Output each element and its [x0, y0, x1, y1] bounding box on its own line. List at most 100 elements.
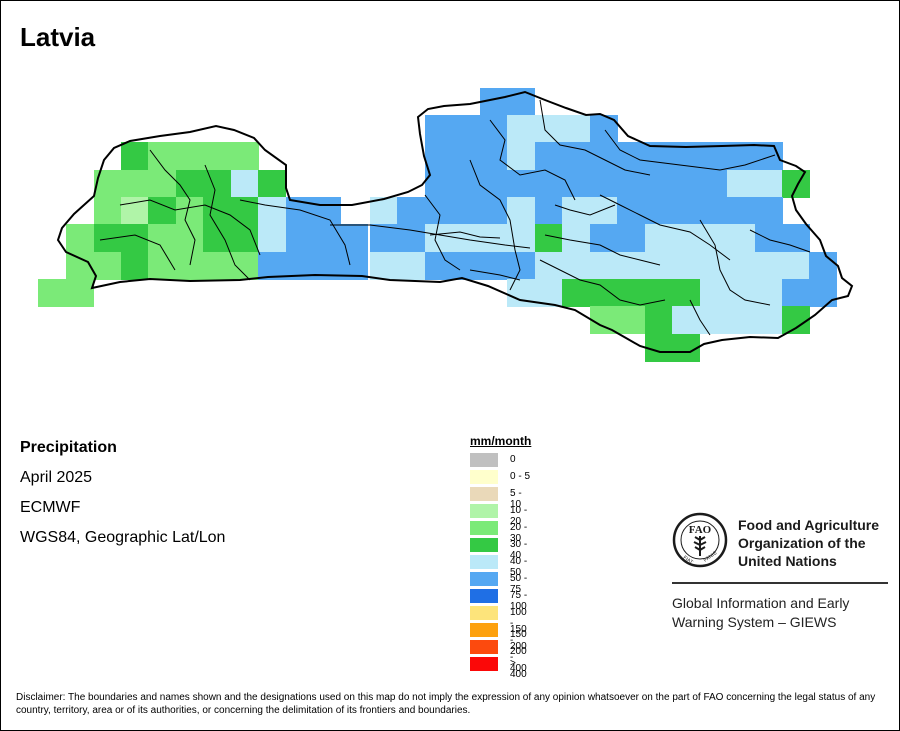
precipitation-cell [507, 170, 535, 198]
legend-swatch [470, 589, 498, 603]
map-title: Latvia [20, 22, 96, 52]
precipitation-cell [480, 197, 508, 225]
precipitation-cell [562, 224, 590, 252]
precipitation-cell [727, 279, 755, 307]
precipitation-cell [535, 142, 563, 170]
precipitation-cell [231, 142, 259, 170]
internal-boundary [149, 149, 196, 266]
precipitation-cell [535, 252, 563, 280]
precipitation-cell [590, 170, 618, 198]
giews-label: Global Information and Early Warning Sys… [672, 595, 850, 630]
precipitation-cell [231, 197, 259, 225]
precipitation-cell [231, 252, 259, 280]
legend-label: 0 [510, 454, 516, 465]
legend-items: 0 0 - 5 5 - 10 10 - 20 20 - 30 30 - 40 40 - 50… [470, 452, 531, 680]
internal-boundary [539, 99, 651, 176]
legend-item: 20 - 30 [470, 520, 531, 544]
internal-boundary [699, 219, 771, 306]
precipitation-cell [203, 252, 231, 280]
precipitation-cell [535, 170, 563, 198]
precipitation-cell [66, 224, 94, 252]
precipitation-cell [590, 142, 618, 170]
precipitation-cell [782, 224, 810, 252]
precipitation-cell [617, 306, 645, 334]
precipitation-cell [258, 170, 286, 198]
precipitation-cell [121, 170, 149, 198]
legend-label: 5 - 10 [510, 488, 522, 510]
legend-swatch [470, 470, 498, 484]
precipitation-cell [507, 142, 535, 170]
precipitation-cell [370, 252, 398, 280]
legend-label: 100 - 150 [510, 607, 527, 640]
precipitation-cell [370, 224, 398, 252]
internal-boundary [554, 204, 616, 216]
precipitation-cell [782, 306, 810, 334]
precipitation-cell [727, 224, 755, 252]
precipitation-cell [507, 197, 535, 225]
precipitation-cell [231, 170, 259, 198]
precipitation-cell [645, 279, 673, 307]
svg-text:FIAT: FIAT [682, 555, 694, 566]
legend-label: 10 - 20 [510, 505, 528, 527]
precipitation-cell [203, 224, 231, 252]
legend-swatch [470, 504, 498, 518]
precipitation-cell [672, 279, 700, 307]
precipitation-cell [121, 197, 149, 225]
precipitation-cell [809, 252, 837, 280]
precipitation-cell [562, 252, 590, 280]
precipitation-cell [121, 252, 149, 280]
organization-name: Food and Agriculture Organization of the… [738, 517, 880, 569]
precipitation-cell [176, 224, 204, 252]
legend-swatch [470, 538, 498, 552]
precipitation-cell [562, 170, 590, 198]
precipitation-cell [258, 252, 286, 280]
precipitation-cell [672, 224, 700, 252]
precipitation-cell [700, 170, 728, 198]
precipitation-cell [425, 252, 453, 280]
precipitation-cell [755, 279, 783, 307]
internal-boundary [99, 234, 176, 271]
internal-boundary [469, 159, 521, 291]
internal-boundary [204, 164, 251, 281]
precipitation-cell [148, 170, 176, 198]
precipitation-cell [755, 252, 783, 280]
precipitation-cell [452, 142, 480, 170]
precipitation-cell [507, 279, 535, 307]
precipitation-cell [94, 224, 122, 252]
precipitation-cell [645, 170, 673, 198]
legend-title: mm/month [470, 434, 532, 448]
internal-boundary [429, 231, 501, 239]
precipitation-cell [176, 170, 204, 198]
precipitation-cell [727, 197, 755, 225]
source-label: ECMWF [20, 499, 81, 516]
internal-boundary [489, 119, 576, 201]
precipitation-cell [700, 306, 728, 334]
precipitation-cell [121, 224, 149, 252]
precipitation-cell [452, 197, 480, 225]
precipitation-cell [700, 252, 728, 280]
legend: mm/month 0 0 - 5 5 - 10 10 - 20 20 - 30 30 - … [470, 434, 532, 680]
precipitation-cell [535, 197, 563, 225]
legend-label: 150 - 200 [510, 624, 527, 657]
internal-boundary [239, 199, 351, 266]
precipitation-cell [672, 252, 700, 280]
branding-divider [672, 582, 888, 584]
legend-item: 0 [470, 452, 531, 469]
internal-boundary [424, 194, 461, 271]
svg-text:FAO: FAO [689, 524, 712, 536]
precipitation-cell [313, 224, 341, 252]
variable-label: Precipitation [20, 439, 117, 456]
legend-item: 10 - 20 [470, 503, 531, 527]
internal-boundary [749, 229, 811, 253]
precipitation-cell [480, 170, 508, 198]
legend-item: 0 - 5 [470, 469, 531, 486]
precipitation-cell [672, 197, 700, 225]
precipitation-cell [203, 170, 231, 198]
precipitation-cell [755, 170, 783, 198]
fao-logo-icon: FAO FIAT PANIS [672, 512, 728, 568]
legend-label: 40 - 50 [510, 556, 528, 578]
legend-swatch [470, 640, 498, 654]
precipitation-cell [617, 224, 645, 252]
precipitation-cell [203, 197, 231, 225]
legend-label: 75 - 100 [510, 590, 528, 612]
